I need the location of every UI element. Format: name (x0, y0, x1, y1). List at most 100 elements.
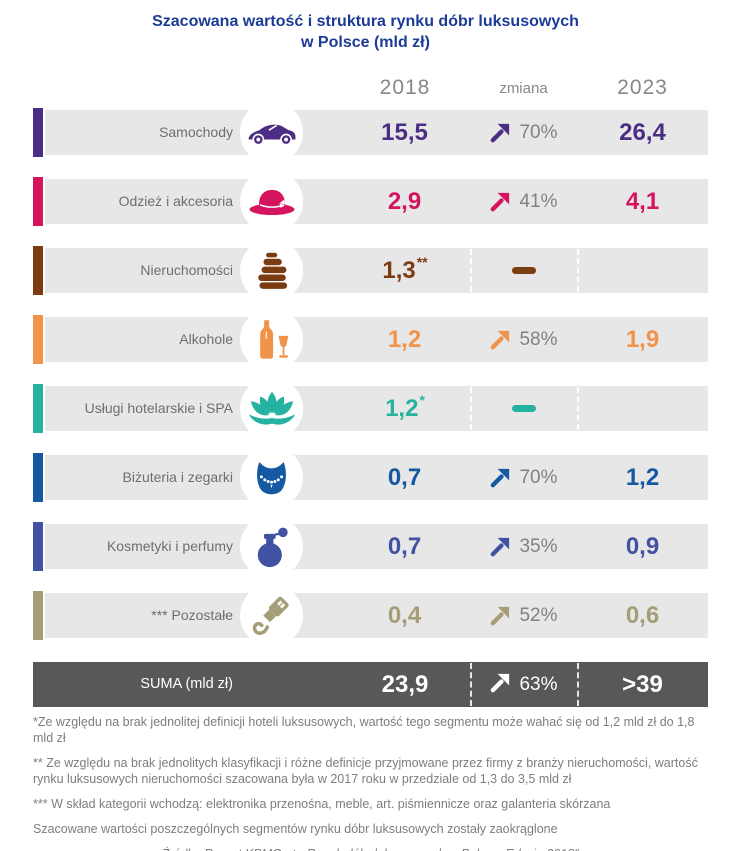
column-divider (577, 663, 579, 706)
column-header-2023: 2023 (617, 76, 668, 99)
row-background (45, 248, 708, 293)
category-icon-circle (240, 101, 303, 164)
column-divider (470, 663, 472, 706)
change-cell: 70% (470, 110, 577, 155)
table-row: Alkohole 1,2 58% 1,9 (33, 308, 708, 371)
source-line: Źródło: Raport KPMG pt. „Rynek dóbr luks… (33, 846, 707, 851)
category-icon-circle (240, 515, 303, 578)
change-cell: 41% (470, 179, 577, 224)
column-headers: 2018 zmiana 2023 (33, 74, 708, 102)
category-color-bar (33, 522, 43, 571)
row-background (45, 110, 708, 155)
category-label: Usługi hotelarskie i SPA (84, 400, 233, 416)
value-2023: 1,9 (625, 325, 660, 353)
category-icon-circle (240, 377, 303, 440)
no-change-dash-icon (511, 267, 536, 274)
change-cell: 52% (470, 593, 577, 638)
title-line-2: w Polsce (mld zł) (301, 34, 430, 51)
table-row: Usługi hotelarskie i SPA 1,2* (33, 377, 708, 440)
table-row: Samochody 15,5 70% 26,4 (33, 101, 708, 164)
no-change-dash-icon (511, 405, 536, 412)
value-2018: 1,2 (387, 326, 422, 353)
total-row: SUMA (mld zł) 23,9 63% >39 (33, 662, 708, 707)
total-change: 63% (470, 662, 577, 707)
up-arrow-icon (489, 190, 512, 213)
bottle-icon (252, 316, 292, 363)
table-row: Biżuteria i zegarki 0,7 70% 1,2 (33, 446, 708, 509)
change-cell (470, 386, 577, 431)
column-divider (470, 387, 472, 430)
table-row: Odzież i akcesoria 2,9 41% 4,1 (33, 170, 708, 233)
column-header-2018: 2018 (379, 76, 431, 99)
footnote-4: Szacowane wartości poszczególnych segmen… (33, 822, 558, 836)
necklace-icon (250, 455, 293, 500)
change-percent: 41% (519, 190, 558, 212)
category-color-bar (33, 108, 43, 157)
category-icon-circle (240, 446, 303, 509)
category-color-bar (33, 177, 43, 226)
hat-icon (248, 186, 296, 217)
table-row: Nieruchomości 1,3** (33, 239, 708, 302)
category-icon-circle (240, 170, 303, 233)
table-row: *** Pozostałe 0,4 52% 0,6 (33, 584, 708, 647)
change-percent: 58% (519, 328, 558, 350)
value-2023: 1,2 (625, 463, 660, 491)
up-arrow-icon (489, 671, 512, 699)
up-arrow-icon (489, 466, 512, 489)
change-percent: 35% (519, 535, 558, 557)
category-label: Nieruchomości (140, 262, 233, 278)
change-cell (470, 248, 577, 293)
perfume-icon (253, 524, 291, 570)
change-cell: 70% (470, 455, 577, 500)
column-divider (577, 387, 579, 430)
value-2023: 0,9 (625, 532, 660, 560)
total-label: SUMA (mld zł) (140, 676, 233, 692)
value-2018: 0,4 (387, 602, 422, 629)
page-title: Szacowana wartość i struktura rynku dóbr… (0, 11, 731, 53)
category-label: Samochody (159, 124, 233, 140)
title-line-1: Szacowana wartość i struktura rynku dóbr… (152, 13, 579, 30)
value-2018: 1,2* (385, 392, 425, 422)
footnote-3: *** W skład kategorii wchodzą: elektroni… (33, 797, 611, 811)
footnotes: *Ze względu na brak jednolitej definicji… (33, 714, 707, 851)
up-arrow-icon (489, 328, 512, 351)
total-value-2023: >39 (622, 670, 663, 698)
footnote-marker: * (419, 392, 425, 408)
category-label: *** Pozostałe (151, 607, 233, 623)
value-2018: 0,7 (387, 533, 422, 560)
column-header-change: zmiana (499, 79, 548, 97)
value-2023: 26,4 (619, 118, 666, 146)
change-percent: 70% (519, 121, 558, 143)
car-icon (247, 119, 297, 146)
category-label: Alkohole (179, 331, 233, 347)
category-label: Kosmetyki i perfumy (106, 538, 233, 554)
total-change-percent: 63% (519, 673, 558, 695)
up-arrow-icon (489, 535, 512, 558)
change-percent: 52% (519, 604, 558, 626)
lotus-icon (247, 391, 297, 426)
column-divider (470, 249, 472, 292)
category-icon-circle (240, 308, 303, 371)
category-color-bar (33, 591, 43, 640)
value-2023: 4,1 (625, 187, 660, 215)
value-2018: 0,7 (387, 464, 422, 491)
footnote-1: *Ze względu na brak jednolitej definicji… (33, 715, 695, 745)
table-row: Kosmetyki i perfumy 0,7 35% 0,9 (33, 515, 708, 578)
footnote-marker: ** (416, 254, 428, 270)
category-color-bar (33, 315, 43, 364)
value-2018: 2,9 (387, 188, 422, 215)
total-value-2018: 23,9 (381, 670, 429, 698)
category-label: Odzież i akcesoria (118, 193, 233, 209)
category-color-bar (33, 453, 43, 502)
column-divider (577, 249, 579, 292)
change-percent: 70% (519, 466, 558, 488)
category-color-bar (33, 246, 43, 295)
value-2023: 0,6 (625, 601, 660, 629)
row-background (45, 524, 708, 569)
category-color-bar (33, 384, 43, 433)
row-background (45, 386, 708, 431)
category-icon-circle (240, 239, 303, 302)
change-cell: 58% (470, 317, 577, 362)
row-background (45, 455, 708, 500)
